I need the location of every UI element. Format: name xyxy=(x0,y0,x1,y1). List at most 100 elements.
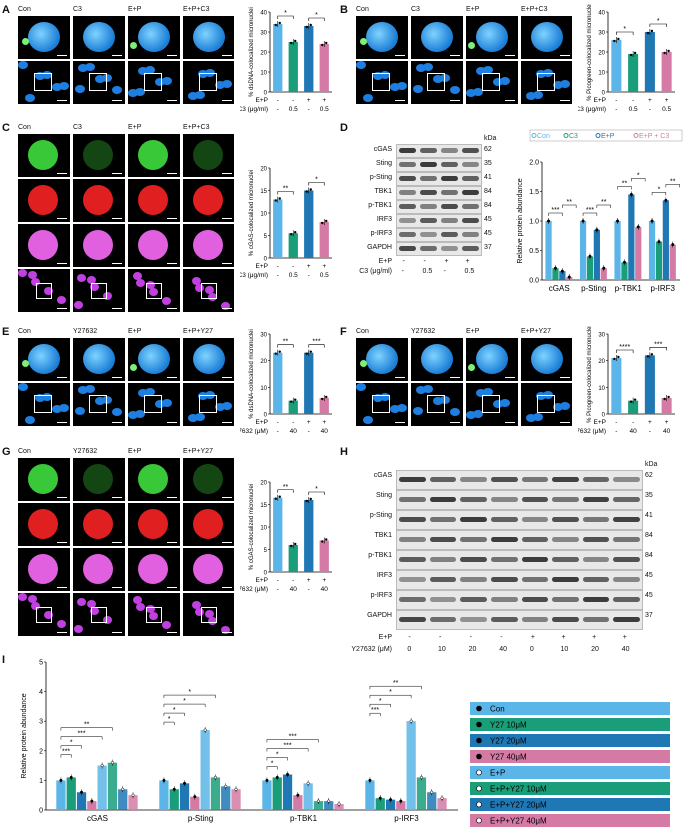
blot-band xyxy=(429,617,457,622)
column-label: E+P xyxy=(128,328,142,335)
column-label: C3 xyxy=(411,6,420,13)
legend-label: Con xyxy=(537,133,550,140)
blot-band xyxy=(441,190,458,195)
scale-bar xyxy=(222,308,232,309)
legend-marker xyxy=(595,133,601,138)
legend-label: E+P+Y27 40μM xyxy=(490,817,547,826)
nucleus xyxy=(59,82,69,90)
blot-strip xyxy=(396,200,482,214)
scale-bar xyxy=(450,422,460,423)
nucleus xyxy=(18,383,28,391)
treatment-label: E+P xyxy=(594,419,606,426)
significance-bracket xyxy=(562,204,577,208)
blot-band xyxy=(399,517,426,522)
treatment-value: - xyxy=(615,428,617,435)
nucleus xyxy=(28,140,58,170)
scale-bar xyxy=(57,100,67,101)
data-point xyxy=(440,796,444,800)
micrograph-tile xyxy=(356,383,408,426)
nucleus xyxy=(193,344,225,374)
nucleus xyxy=(193,464,223,494)
nucleus xyxy=(198,70,208,78)
blot-band xyxy=(613,617,640,622)
bar xyxy=(648,221,656,280)
treatment-label: E+P xyxy=(256,577,268,584)
scale-bar xyxy=(112,422,122,423)
column-label: Y27632 xyxy=(73,328,98,335)
legend-label: Con xyxy=(490,705,505,714)
nucleus xyxy=(52,83,62,91)
blot-band xyxy=(420,246,437,251)
scale-bar xyxy=(112,173,122,174)
blot-strip xyxy=(396,550,643,570)
treatment-value: - xyxy=(292,577,294,584)
significance-bracket xyxy=(277,15,294,19)
blot-band xyxy=(462,190,479,195)
panel-letter-f: F xyxy=(340,326,347,338)
nucleus xyxy=(83,230,113,260)
y-tick-label: 10 xyxy=(260,526,267,532)
nucleus xyxy=(83,22,115,52)
kda-value: 35 xyxy=(645,492,653,499)
bar xyxy=(288,42,298,92)
y-tick-label: 40 xyxy=(260,11,267,17)
nucleus xyxy=(138,554,168,584)
blot-band xyxy=(552,577,579,582)
data-point xyxy=(294,39,297,43)
micrograph-tile xyxy=(183,61,234,104)
data-point xyxy=(309,497,312,501)
nucleus xyxy=(531,22,563,52)
nucleus xyxy=(221,626,230,634)
kda-value: 41 xyxy=(645,512,653,519)
nucleus xyxy=(192,601,201,609)
scale-bar xyxy=(112,587,122,588)
category-label: cGAS xyxy=(87,814,108,823)
nucleus xyxy=(193,140,223,170)
legend-swatch xyxy=(470,782,670,795)
micrograph-tile xyxy=(183,383,234,426)
treatment-value: - xyxy=(423,258,426,265)
category-label: p-Sting xyxy=(581,284,606,293)
treatment-value: + xyxy=(648,419,652,426)
zoom-box xyxy=(537,395,555,413)
y-tick-label: 0 xyxy=(264,571,268,577)
column-label: E+P+C3 xyxy=(183,6,210,13)
nucleus xyxy=(83,554,113,584)
data-point xyxy=(633,398,637,401)
scale-bar xyxy=(167,587,177,588)
nucleus xyxy=(28,464,58,494)
blot-strip xyxy=(396,610,643,630)
data-point xyxy=(560,269,564,273)
nucleus xyxy=(18,269,27,277)
significance-bracket xyxy=(266,739,319,743)
panel-letter-d: D xyxy=(340,122,348,134)
nucleus xyxy=(416,386,426,394)
blot-band xyxy=(462,232,479,237)
nucleus xyxy=(536,70,546,78)
significance-bracket xyxy=(596,204,611,208)
blot-row-label: TBK1 xyxy=(374,188,392,195)
significance-label: * xyxy=(389,689,392,696)
nucleus xyxy=(356,383,366,391)
nucleus xyxy=(193,509,223,539)
treatment-value: - xyxy=(632,97,634,104)
y-axis-label: % cGAS-colocalized micronuclei xyxy=(249,484,255,570)
blot-band xyxy=(429,497,457,502)
column-label: E+P xyxy=(128,6,142,13)
nucleus xyxy=(103,616,112,624)
significance-label: * xyxy=(658,186,661,193)
nucleus xyxy=(208,617,217,625)
treatment-value: - xyxy=(277,106,279,113)
micronucleus xyxy=(360,360,367,367)
micrograph-tile xyxy=(466,383,518,426)
y-tick-label: 0 xyxy=(39,808,43,815)
micrograph-tile xyxy=(73,503,125,546)
significance-label: ** xyxy=(670,178,676,185)
bar xyxy=(644,32,655,92)
treatment-value: - xyxy=(632,419,634,426)
legend-marker xyxy=(476,817,482,824)
bar xyxy=(628,400,639,414)
micrograph-tile xyxy=(128,593,180,636)
legend-label: Y27 20μM xyxy=(490,737,527,746)
data-point xyxy=(567,275,571,279)
